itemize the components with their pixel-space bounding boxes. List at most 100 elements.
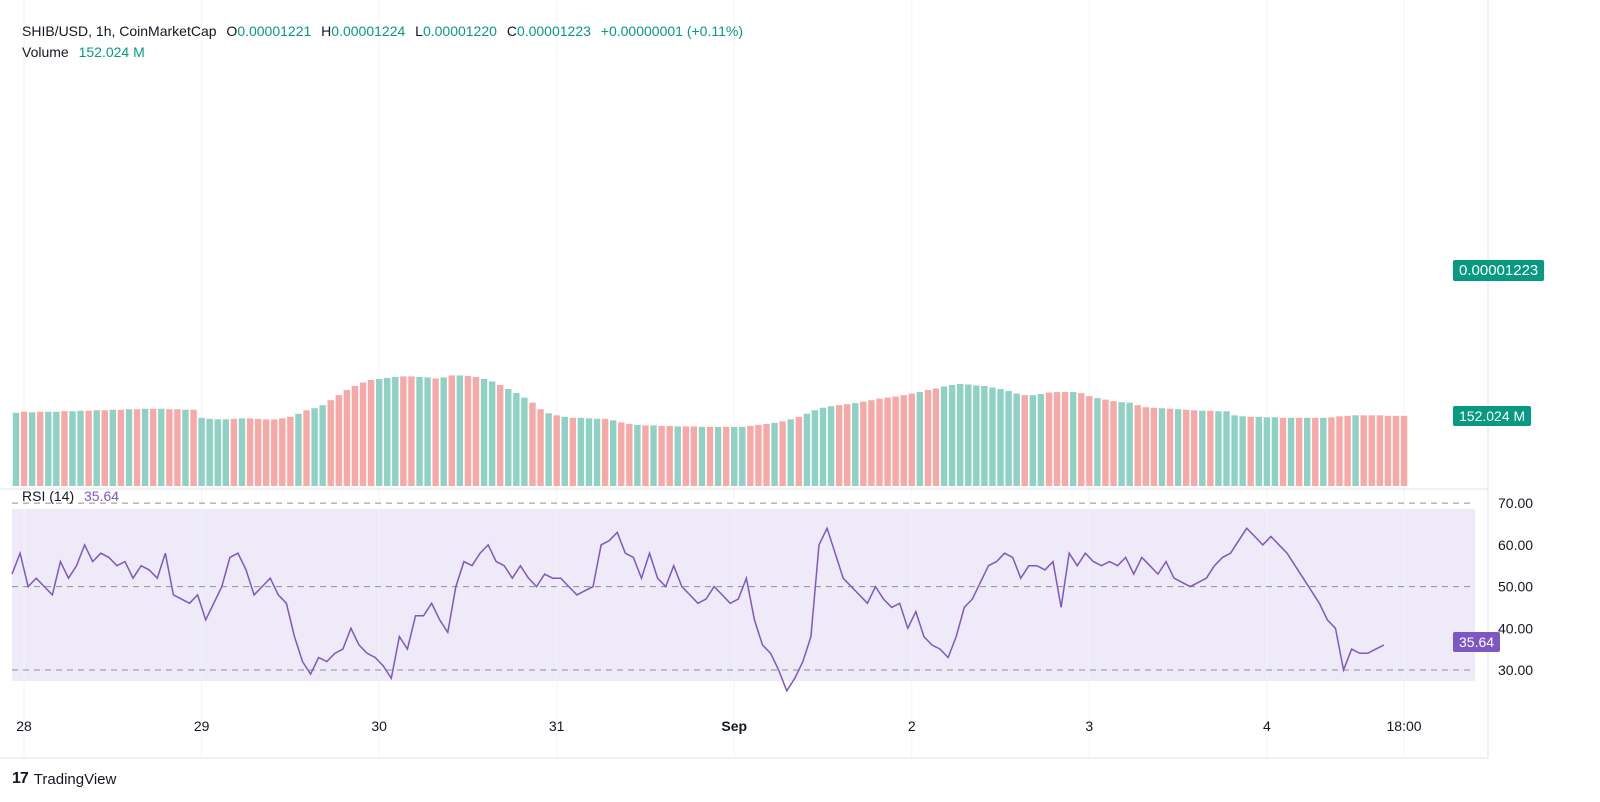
volume-bar <box>327 400 334 486</box>
volume-bar <box>884 397 891 486</box>
volume-bar <box>1102 399 1109 486</box>
volume-bar <box>1053 392 1061 486</box>
volume-bar <box>1150 407 1158 486</box>
volume-bar <box>553 415 560 486</box>
volume-bar <box>819 407 827 486</box>
volume-bar <box>1312 417 1319 486</box>
time-tick-label: Sep <box>721 718 747 734</box>
volume-bar <box>529 402 536 486</box>
volume-bar <box>222 419 230 486</box>
volume-bar <box>351 386 359 486</box>
volume-bar <box>755 424 762 486</box>
volume-bar <box>852 403 859 486</box>
symbol-label[interactable]: SHIB/USD, 1h, CoinMarketCap <box>22 23 217 39</box>
change-value: +0.00000001 (+0.11%) <box>600 23 743 39</box>
volume-bar <box>480 378 488 486</box>
volume-bar <box>626 423 633 486</box>
volume-bar <box>45 411 52 486</box>
rsi-line <box>11 526 1385 693</box>
volume-bar <box>271 419 278 486</box>
volume-bar <box>956 383 964 486</box>
volume-bar <box>916 392 924 486</box>
volume-bar <box>706 426 714 486</box>
volume-bar <box>335 395 342 486</box>
volume-bar <box>609 420 617 486</box>
main-legend: SHIB/USD, 1h, CoinMarketCap O0.00001221 … <box>22 23 749 39</box>
volume-bar <box>254 418 262 486</box>
volume-bar <box>666 425 673 486</box>
volume-bar <box>973 385 980 486</box>
tradingview-brand[interactable]: 17 TradingView <box>12 770 116 788</box>
volume-bar <box>190 409 197 486</box>
volume-bar <box>1247 416 1254 486</box>
volume-value: 152.024 M <box>78 44 145 60</box>
time-tick-label: 30 <box>371 718 387 734</box>
volume-bar <box>319 405 326 486</box>
volume-bar <box>109 409 117 486</box>
volume-bar <box>1392 415 1400 486</box>
volume-bar <box>908 393 915 486</box>
time-axis: 28 29 30 31 Sep 2 3 4 18:00 <box>16 718 1421 734</box>
volume-bar <box>513 393 520 486</box>
volume-bar <box>948 385 956 486</box>
volume-bar <box>771 422 778 486</box>
volume-bar <box>174 409 181 486</box>
volume-bar <box>69 411 76 486</box>
volume-bar <box>779 421 786 486</box>
volume-bar <box>787 419 794 486</box>
volume-bar <box>1069 392 1077 486</box>
volume-bar <box>561 416 568 486</box>
volume-bar <box>1295 417 1303 486</box>
low-value: 0.00001220 <box>422 23 497 39</box>
high-value: 0.00001224 <box>331 23 406 39</box>
time-tick-label: 29 <box>194 718 210 734</box>
volume-bar <box>1013 393 1020 486</box>
volume-bar <box>303 410 310 486</box>
volume-label[interactable]: Volume <box>22 44 69 60</box>
volume-bar <box>1166 408 1174 486</box>
volume-legend: Volume 152.024 M <box>22 44 151 60</box>
volume-bar <box>698 426 706 486</box>
volume-bar <box>456 375 464 486</box>
volume-bar <box>989 387 996 486</box>
volume-bar <box>1126 402 1133 486</box>
volume-bar <box>440 377 447 486</box>
volume-bar <box>1086 396 1093 486</box>
volume-bar <box>1182 409 1190 486</box>
volume-bar <box>827 406 835 486</box>
tradingview-name: TradingView <box>33 770 117 788</box>
volume-bar <box>359 382 367 486</box>
volume-bar <box>101 410 108 486</box>
volume-bar <box>860 401 867 486</box>
volume-bar <box>12 412 20 486</box>
volume-bar <box>537 409 544 486</box>
close-value: 0.00001223 <box>516 23 591 39</box>
volume-bar <box>125 409 133 486</box>
volume-bar <box>844 404 851 486</box>
volume-bar <box>892 396 899 486</box>
volume-bar <box>1094 398 1101 486</box>
volume-bar <box>1223 411 1230 486</box>
volume-bar <box>722 426 730 486</box>
volume-bar <box>1239 416 1246 486</box>
volume-bar <box>375 378 383 486</box>
volume-bar <box>1045 392 1053 486</box>
volume-bar <box>246 418 254 486</box>
volume-bar <box>77 410 84 486</box>
volume-bar <box>133 409 141 486</box>
volume-bar <box>1005 391 1012 486</box>
volume-bar <box>1368 415 1375 486</box>
rsi-label[interactable]: RSI (14) <box>22 488 75 504</box>
volume-bar <box>1061 392 1069 486</box>
volume-bar <box>61 411 68 486</box>
volume-bar <box>53 411 60 486</box>
volume-bar <box>238 418 246 486</box>
volume-bar <box>1263 417 1271 486</box>
rsi-tick-label: 50.00 <box>1498 579 1533 595</box>
volume-bar <box>1328 417 1335 486</box>
volume-bar <box>424 377 431 486</box>
volume-bar <box>739 426 746 486</box>
volume-bar <box>1118 402 1125 486</box>
